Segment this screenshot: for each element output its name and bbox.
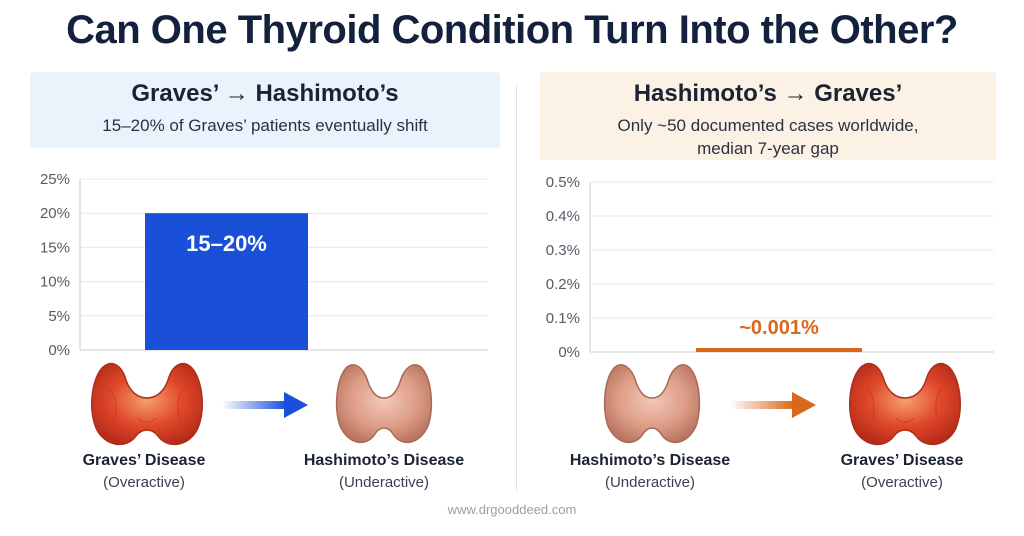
left-chart-ytick-label: 10% [40,274,70,291]
right-chart-ytick-label: 0.2% [546,276,580,293]
left-from-caption: Graves’ Disease (Overactive) [44,452,244,491]
right-bar-chart: 0% 0.1% 0.2% 0.3% 0.4% 0.5% ~0.001% [546,174,994,361]
left-flow-arrow-icon [222,392,308,418]
right-from-name: Hashimoto’s Disease [569,452,731,469]
right-chart-ytick-label: 0.4% [546,208,580,225]
left-to-caption: Hashimoto’s Disease (Underactive) [284,452,484,491]
left-chart-data-label: 15–20% [186,231,267,256]
shrunken-thyroid-icon [335,364,433,444]
right-chart-bar [696,348,862,352]
left-chart-bar [145,213,308,350]
right-to-state: (Overactive) [861,474,943,491]
panel-divider [516,84,517,492]
left-to-name: Hashimoto’s Disease [303,452,465,469]
right-to-name: Graves’ Disease [840,452,964,469]
left-chart-ytick-label: 0% [48,342,70,359]
right-flow-arrow-icon [730,392,816,418]
right-from-state: (Underactive) [604,474,696,491]
right-panel-heading: Hashimoto’s → Graves’ [633,80,903,107]
page-title: Can One Thyroid Condition Turn Into the … [66,8,958,52]
left-from-state: (Overactive) [103,474,185,491]
left-chart-ytick-label: 5% [48,308,70,325]
left-panel-heading: Graves’ → Hashimoto’s [131,80,399,107]
right-panel-subtitle-line2: median 7-year gap [697,139,839,158]
left-panel-subtitle: 15–20% of Graves’ patients eventually sh… [102,116,428,135]
left-bar-chart: 0% 5% 10% 15% 20% 25% 15–20% [40,171,488,359]
right-chart-ytick-label: 0.5% [546,174,580,191]
right-to-caption: Graves’ Disease (Overactive) [802,452,1002,491]
shrunken-thyroid-icon [603,364,701,444]
left-chart-ytick-label: 25% [40,171,70,188]
left-chart-ytick-label: 20% [40,205,70,222]
left-to-state: (Underactive) [338,474,430,491]
right-panel-subtitle-line1: Only ~50 documented cases worldwide, [617,116,919,135]
watermark: www.drgooddeed.com [447,502,577,517]
right-chart-ytick-label: 0% [558,344,580,361]
left-chart-ytick-label: 15% [40,239,70,256]
right-panel-subtitle: Only ~50 documented cases worldwide, med… [540,114,996,160]
left-from-name: Graves’ Disease [82,452,206,469]
inflamed-thyroid-icon [849,362,961,446]
left-panel-header: Graves’ → Hashimoto’s 15–20% of Graves’ … [30,72,500,148]
right-from-caption: Hashimoto’s Disease (Underactive) [550,452,750,491]
right-panel-header: Hashimoto’s → Graves’ Only ~50 documente… [540,72,996,160]
inflamed-thyroid-icon [91,362,203,446]
right-chart-ytick-label: 0.3% [546,242,580,259]
right-chart-ytick-label: 0.1% [546,310,580,327]
right-chart-data-label: ~0.001% [739,317,819,339]
